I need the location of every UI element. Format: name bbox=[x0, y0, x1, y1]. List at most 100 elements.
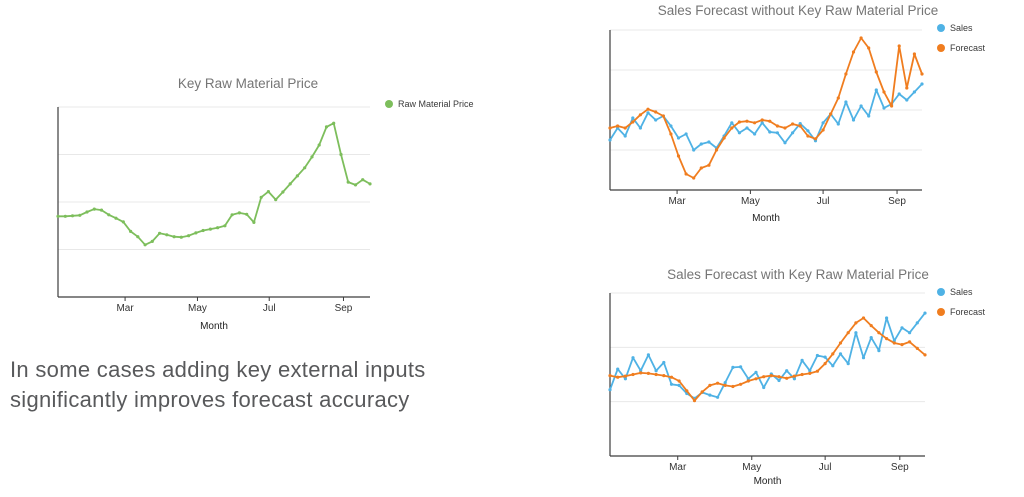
data-point-marker bbox=[905, 86, 909, 90]
data-point-marker bbox=[631, 356, 635, 360]
data-point-marker bbox=[815, 369, 820, 373]
data-point-marker bbox=[608, 374, 612, 378]
legend-dot-icon bbox=[937, 308, 945, 316]
data-point-marker bbox=[669, 375, 674, 379]
data-point-marker bbox=[768, 130, 772, 134]
data-point-marker bbox=[165, 233, 169, 237]
data-point-marker bbox=[685, 389, 689, 393]
data-point-marker bbox=[831, 352, 835, 356]
data-point-marker bbox=[844, 100, 848, 104]
data-point-marker bbox=[792, 377, 797, 381]
data-point-marker bbox=[654, 118, 658, 122]
data-point-marker bbox=[700, 390, 704, 394]
data-point-marker bbox=[768, 119, 772, 123]
data-point-marker bbox=[908, 340, 912, 344]
data-point-marker bbox=[723, 381, 727, 385]
data-point-marker bbox=[859, 104, 863, 108]
legend-item-forecast: Forecast bbox=[937, 307, 985, 317]
data-point-marker bbox=[692, 399, 697, 403]
data-point-marker bbox=[70, 214, 75, 218]
data-point-marker bbox=[716, 381, 720, 385]
data-point-marker bbox=[646, 371, 651, 375]
data-point-marker bbox=[99, 208, 104, 212]
data-point-marker bbox=[237, 211, 241, 215]
data-point-marker bbox=[699, 142, 703, 146]
data-point-marker bbox=[908, 331, 912, 335]
data-point-marker bbox=[646, 111, 650, 115]
data-point-marker bbox=[623, 377, 628, 381]
data-point-marker bbox=[737, 120, 742, 124]
legend-item-sales: Sales bbox=[937, 287, 985, 297]
data-point-marker bbox=[708, 383, 712, 387]
data-point-marker bbox=[150, 239, 154, 243]
data-point-marker bbox=[783, 141, 787, 145]
data-point-marker bbox=[201, 228, 205, 233]
legend-label-sales: Sales bbox=[950, 23, 973, 33]
data-point-marker bbox=[707, 140, 711, 144]
data-point-marker bbox=[623, 126, 627, 130]
data-point-marker bbox=[129, 229, 133, 233]
data-point-marker bbox=[912, 52, 917, 56]
data-point-marker bbox=[714, 148, 719, 152]
data-point-marker bbox=[295, 174, 299, 178]
chart-forecast-with-material bbox=[608, 292, 927, 460]
data-point-marker bbox=[92, 207, 96, 211]
data-point-marker bbox=[638, 113, 643, 117]
legend-item-sales: Sales bbox=[937, 23, 985, 33]
data-point-marker bbox=[158, 231, 162, 235]
data-point-marker bbox=[616, 124, 620, 128]
data-point-marker bbox=[900, 343, 904, 347]
data-point-marker bbox=[121, 220, 125, 224]
chart-title-forecast-with: Sales Forecast with Key Raw Material Pri… bbox=[667, 267, 929, 282]
legend-dot-icon bbox=[385, 100, 393, 108]
data-point-marker bbox=[923, 311, 927, 315]
data-point-marker bbox=[646, 107, 650, 111]
data-point-marker bbox=[676, 154, 681, 158]
legend-label-sales: Sales bbox=[950, 287, 973, 297]
series-line-sales bbox=[609, 83, 923, 151]
data-point-marker bbox=[829, 112, 833, 116]
x-tick-label-may: May bbox=[188, 303, 207, 314]
legend-label-forecast: Forecast bbox=[950, 43, 986, 53]
data-point-marker bbox=[332, 121, 336, 125]
data-point-marker bbox=[912, 90, 917, 94]
data-point-marker bbox=[861, 356, 866, 360]
data-point-marker bbox=[836, 122, 840, 126]
x-tick-label-mar: Mar bbox=[116, 303, 134, 314]
data-point-marker bbox=[78, 213, 82, 217]
chart-raw-material-price bbox=[56, 106, 372, 301]
data-point-marker bbox=[288, 182, 292, 186]
legend-label-raw-material-price: Raw Material Price bbox=[398, 99, 474, 109]
data-point-marker bbox=[754, 370, 758, 374]
data-point-marker bbox=[631, 116, 635, 120]
data-point-marker bbox=[785, 369, 789, 373]
data-point-marker bbox=[885, 337, 889, 341]
data-point-marker bbox=[800, 372, 804, 377]
data-point-marker bbox=[854, 331, 858, 335]
legend-raw-material-price: Raw Material Price bbox=[385, 99, 474, 119]
data-point-marker bbox=[831, 364, 835, 368]
legend-dot-icon bbox=[937, 288, 945, 296]
x-tick-label-mar: Mar bbox=[668, 196, 686, 207]
data-point-marker bbox=[662, 360, 666, 365]
data-point-marker bbox=[815, 353, 820, 358]
x-tick-label-may: May bbox=[742, 462, 762, 473]
data-point-marker bbox=[897, 44, 901, 48]
data-point-marker bbox=[836, 96, 840, 100]
data-point-marker bbox=[731, 365, 735, 369]
legend-item-raw-material-price: Raw Material Price bbox=[385, 99, 474, 109]
x-tick-label-jul: Jul bbox=[818, 462, 832, 473]
legend-item-forecast: Forecast bbox=[937, 43, 985, 53]
data-point-marker bbox=[669, 382, 674, 386]
data-point-marker bbox=[737, 131, 742, 135]
data-point-marker bbox=[616, 375, 620, 379]
data-point-marker bbox=[846, 362, 850, 366]
data-point-marker bbox=[746, 377, 750, 381]
data-point-marker bbox=[353, 183, 358, 187]
x-axis-label-month: Month bbox=[752, 213, 780, 224]
data-point-marker bbox=[623, 134, 627, 138]
data-point-marker bbox=[107, 213, 111, 217]
data-point-marker bbox=[890, 104, 894, 108]
data-point-marker bbox=[361, 178, 365, 182]
data-point-marker bbox=[823, 362, 827, 366]
